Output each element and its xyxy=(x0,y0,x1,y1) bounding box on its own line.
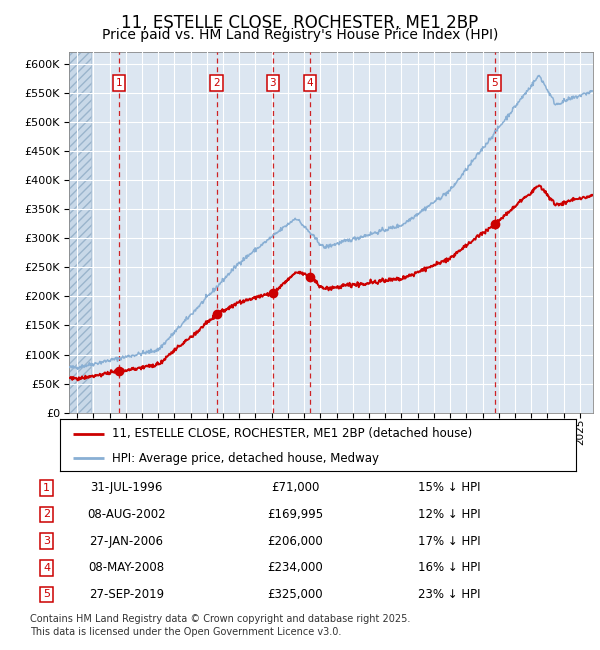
Text: HPI: Average price, detached house, Medway: HPI: Average price, detached house, Medw… xyxy=(112,452,379,465)
Text: 12% ↓ HPI: 12% ↓ HPI xyxy=(418,508,481,521)
Text: 5: 5 xyxy=(43,590,50,599)
Bar xyxy=(69,52,91,413)
Text: 11, ESTELLE CLOSE, ROCHESTER, ME1 2BP (detached house): 11, ESTELLE CLOSE, ROCHESTER, ME1 2BP (d… xyxy=(112,427,472,440)
Text: 1: 1 xyxy=(116,77,122,88)
Text: 15% ↓ HPI: 15% ↓ HPI xyxy=(418,481,481,494)
Text: 08-MAY-2008: 08-MAY-2008 xyxy=(89,562,164,575)
Text: This data is licensed under the Open Government Licence v3.0.: This data is licensed under the Open Gov… xyxy=(30,627,341,637)
Text: £169,995: £169,995 xyxy=(267,508,323,521)
Text: 08-AUG-2002: 08-AUG-2002 xyxy=(87,508,166,521)
Text: 2: 2 xyxy=(43,510,50,519)
Text: 3: 3 xyxy=(43,536,50,546)
Text: Price paid vs. HM Land Registry's House Price Index (HPI): Price paid vs. HM Land Registry's House … xyxy=(102,28,498,42)
Text: 4: 4 xyxy=(307,77,313,88)
Text: 27-SEP-2019: 27-SEP-2019 xyxy=(89,588,164,601)
Text: 16% ↓ HPI: 16% ↓ HPI xyxy=(418,562,481,575)
Text: £325,000: £325,000 xyxy=(267,588,323,601)
Text: 27-JAN-2006: 27-JAN-2006 xyxy=(89,534,164,547)
Text: 23% ↓ HPI: 23% ↓ HPI xyxy=(418,588,481,601)
Text: 31-JUL-1996: 31-JUL-1996 xyxy=(91,481,163,494)
Text: £71,000: £71,000 xyxy=(271,481,319,494)
Text: 5: 5 xyxy=(491,77,498,88)
Text: 3: 3 xyxy=(269,77,276,88)
Text: 1: 1 xyxy=(43,483,50,493)
Text: £234,000: £234,000 xyxy=(267,562,323,575)
Text: 17% ↓ HPI: 17% ↓ HPI xyxy=(418,534,481,547)
Text: 11, ESTELLE CLOSE, ROCHESTER, ME1 2BP: 11, ESTELLE CLOSE, ROCHESTER, ME1 2BP xyxy=(121,14,479,32)
Text: £206,000: £206,000 xyxy=(267,534,323,547)
Text: 2: 2 xyxy=(213,77,220,88)
Text: 4: 4 xyxy=(43,563,50,573)
Text: Contains HM Land Registry data © Crown copyright and database right 2025.: Contains HM Land Registry data © Crown c… xyxy=(30,614,410,624)
